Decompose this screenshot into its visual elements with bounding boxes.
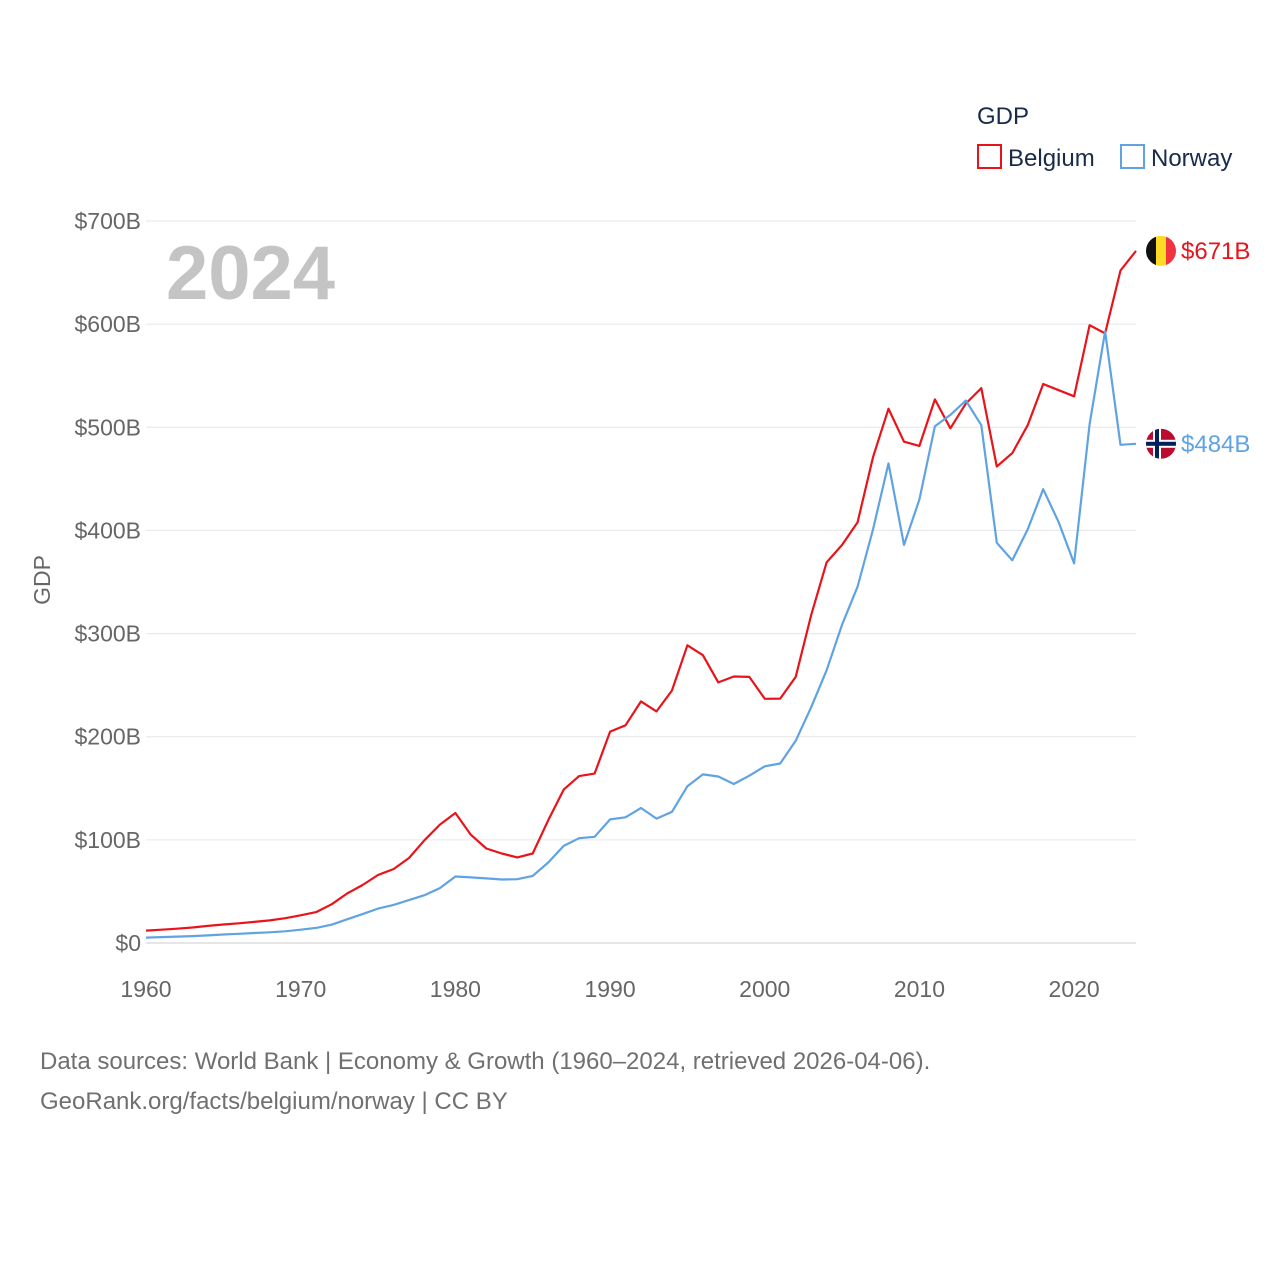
y-tick-label: $0 (115, 930, 141, 956)
belgium-flag-yellow (1156, 235, 1166, 266)
x-tick-label: 2000 (739, 976, 790, 1002)
x-tick-label: 1970 (275, 976, 326, 1002)
norway-flag-blue-v (1155, 428, 1159, 459)
source-line-2[interactable]: GeoRank.org/facts/belgium/norway | CC BY (40, 1088, 508, 1115)
x-axis-ticks: 1960 1970 1980 1990 2000 2010 2020 (120, 976, 1099, 1002)
gdp-line-chart: 2024 $0 $100B $200B $300B $400B $500B $600B $70… (29, 103, 1250, 1002)
source-line-1: Data sources: World Bank | Economy & Gro… (40, 1048, 931, 1075)
grid-lines (146, 220, 1136, 944)
series-line-belgium (145, 250, 1137, 932)
legend: GDP Belgium Norway (977, 103, 1232, 172)
y-tick-label: $600B (74, 311, 141, 337)
legend-item-belgium[interactable]: Belgium (977, 144, 1095, 172)
norway-end-value: $484B (1181, 431, 1250, 458)
legend-title: GDP (977, 103, 1029, 130)
norway-flag-blue-h (1146, 441, 1176, 446)
legend-item-norway[interactable]: Norway (1120, 144, 1232, 172)
x-tick-label: 1980 (430, 976, 481, 1002)
belgium-flag-icon (1146, 235, 1176, 266)
series-lines (145, 250, 1137, 939)
y-tick-label: $700B (74, 208, 141, 234)
y-axis-label: GDP (29, 555, 55, 605)
legend-swatch-belgium (977, 144, 1002, 169)
y-tick-label: $400B (74, 517, 141, 543)
y-tick-label: $300B (74, 621, 141, 647)
y-tick-label: $100B (74, 827, 141, 853)
year-watermark: 2024 (166, 231, 335, 316)
x-tick-label: 1960 (120, 976, 171, 1002)
norway-flag-icon (1146, 428, 1176, 459)
source-note: Data sources: World Bank | Economy & Gro… (40, 1042, 1240, 1122)
legend-swatch-norway (1120, 144, 1145, 169)
legend-label-norway: Norway (1151, 145, 1232, 172)
x-tick-label: 2020 (1049, 976, 1100, 1002)
belgium-flag-black (1146, 235, 1156, 266)
x-tick-label: 2010 (894, 976, 945, 1002)
belgium-flag-red (1166, 235, 1176, 266)
legend-label-belgium: Belgium (1008, 145, 1095, 172)
x-tick-label: 1990 (584, 976, 635, 1002)
series-line-norway (145, 330, 1137, 939)
y-tick-label: $500B (74, 414, 141, 440)
y-tick-label: $200B (74, 724, 141, 750)
y-axis-ticks: $0 $100B $200B $300B $400B $500B $600B $700B (74, 208, 141, 956)
belgium-end-value: $671B (1181, 238, 1250, 265)
